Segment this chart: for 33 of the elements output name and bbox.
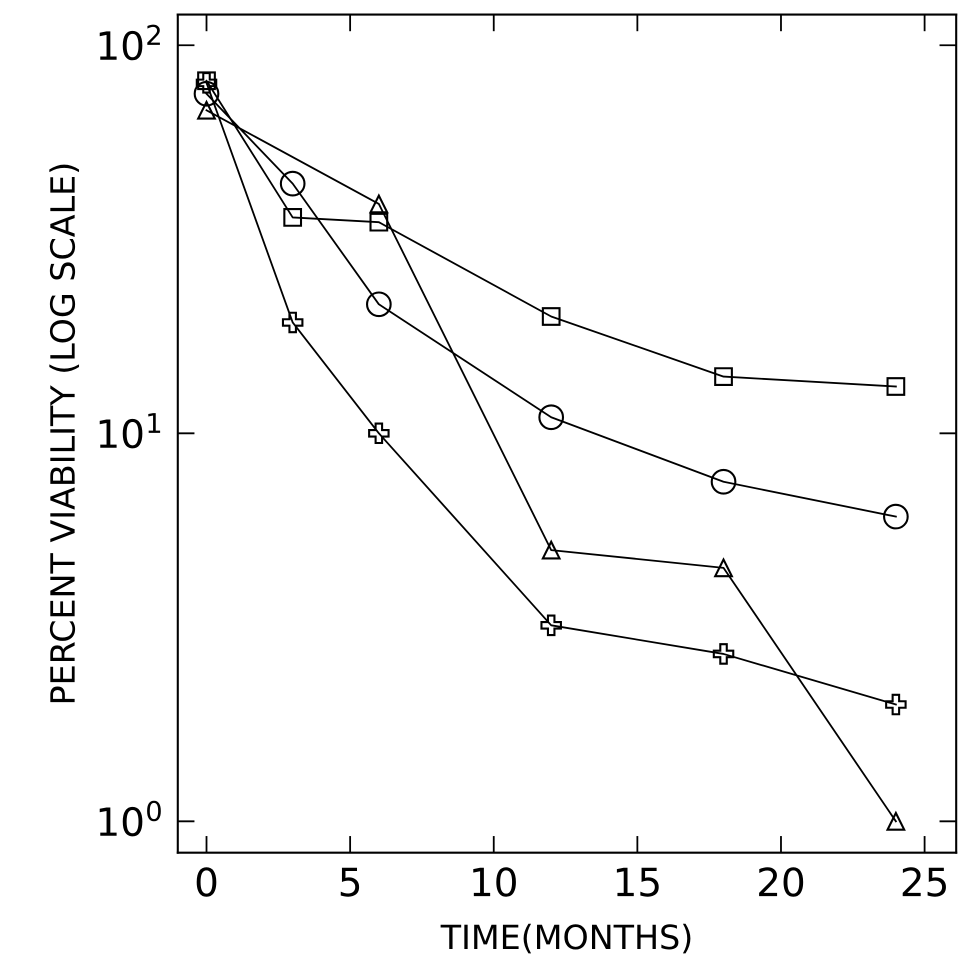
point [366, 291, 392, 318]
x-tick-label: 15 [616, 868, 659, 897]
y-tick-label: 10$^{1}$ [100, 413, 160, 448]
point [886, 812, 906, 831]
point [886, 377, 906, 396]
point [197, 100, 216, 120]
point [542, 307, 561, 326]
y-tick-label: 10$^{0}$ [100, 800, 161, 836]
point [369, 212, 388, 232]
point [194, 80, 220, 107]
point [369, 194, 388, 214]
point [197, 71, 216, 90]
point [368, 422, 390, 444]
x-tick-label: 0 [196, 867, 216, 897]
point [714, 558, 733, 578]
y-tick-label: 10$^{2}$ [100, 24, 160, 60]
point [710, 468, 736, 495]
point [712, 643, 734, 665]
point [282, 312, 304, 334]
point [542, 540, 561, 560]
point [283, 208, 302, 227]
point [540, 614, 562, 636]
point [885, 694, 907, 716]
point [280, 170, 306, 196]
x-axis-title: TIME(MONTHS) [440, 924, 690, 954]
x-tick-label: 5 [340, 868, 360, 897]
point [538, 404, 564, 430]
y-axis-title: PERCENT VIABILITY (LOG SCALE) [49, 164, 80, 702]
x-tick-label: 10 [473, 867, 516, 897]
point [714, 367, 733, 386]
x-tick-label: 25 [902, 867, 946, 897]
x-tick-label: 20 [759, 867, 804, 897]
point [883, 504, 909, 530]
